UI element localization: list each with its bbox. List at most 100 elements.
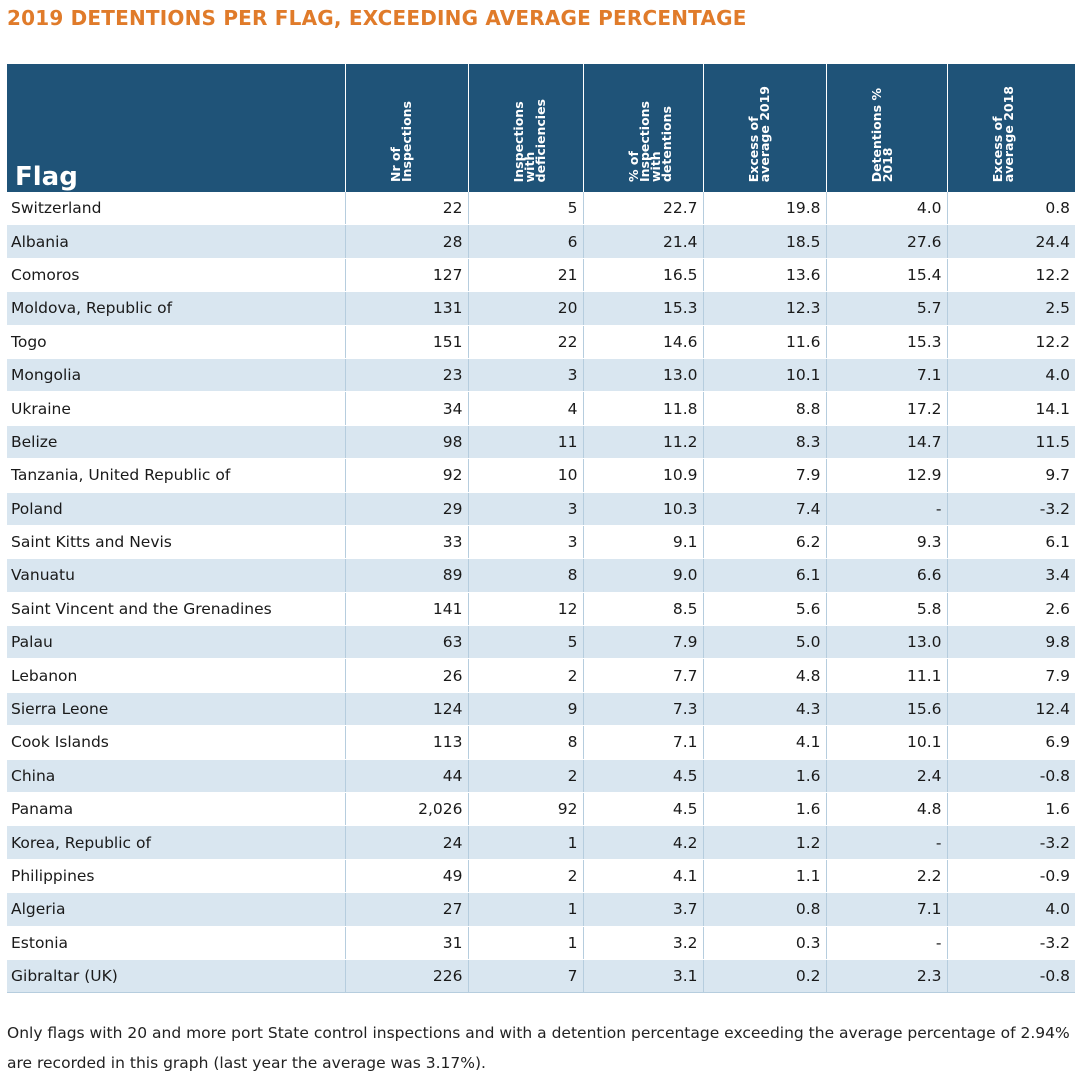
excess-2019-cell: 11.6 — [703, 325, 827, 359]
flag-cell: Vanuatu — [7, 558, 346, 593]
table-row: Comoros 127 21 16.5 13.6 15.4 12.2 — [7, 258, 1075, 293]
deficiencies-cell: 1 — [468, 825, 584, 860]
excess-2019-cell: 0.2 — [703, 959, 827, 994]
inspections-cell: 49 — [345, 859, 469, 894]
excess-2018-cell: 6.9 — [947, 725, 1075, 760]
excess-2019-cell: 1.1 — [703, 859, 827, 894]
deficiencies-cell: 8 — [468, 558, 584, 593]
excess-2018-cell: 6.1 — [947, 525, 1075, 560]
detention-percent-cell: 21.4 — [583, 224, 704, 259]
table-row: Estonia 31 1 3.2 0.3- -3.2 — [7, 926, 1075, 960]
detentions-2018-cell: 7.1 — [826, 358, 948, 393]
excess-2018-cell: 12.2 — [947, 325, 1075, 359]
excess-2018-cell: 24.4 — [947, 224, 1075, 259]
flag-cell: Comoros — [7, 258, 346, 293]
excess-2018-cell: 1.6 — [947, 792, 1075, 827]
deficiencies-cell: 10 — [468, 458, 584, 493]
detention-percent-cell: 3.1 — [583, 959, 704, 994]
flag-cell: Korea, Republic of — [7, 825, 346, 860]
detention-percent-cell: 8.5 — [583, 592, 704, 627]
footnote: Only flags with 20 and more port State c… — [7, 1024, 1070, 1072]
column-header-detentions-2018: Detentions % 2018 — [826, 64, 948, 192]
detentions-table: Flag Nr of Inspections Inspections with … — [7, 64, 1075, 994]
inspections-cell: 131 — [345, 291, 469, 326]
excess-2018-cell: -3.2 — [947, 492, 1075, 526]
excess-2019-cell: 8.3 — [703, 425, 827, 460]
detention-percent-cell: 3.2 — [583, 926, 704, 960]
excess-2018-cell: 12.2 — [947, 258, 1075, 293]
deficiencies-cell: 6 — [468, 224, 584, 259]
detention-percent-cell: 7.1 — [583, 725, 704, 760]
table-row: Cook Islands 113 8 7.1 4.1 10.1 6.9 — [7, 725, 1075, 760]
excess-2018-cell: -0.9 — [947, 859, 1075, 894]
detention-percent-cell: 7.7 — [583, 658, 704, 693]
table-row: Tanzania, United Republic of 92 10 10.9 7.9 1… — [7, 458, 1075, 493]
excess-2018-cell: 11.5 — [947, 425, 1075, 460]
detention-percent-cell: 22.7 — [583, 192, 704, 226]
flag-cell: Cook Islands — [7, 725, 346, 760]
deficiencies-cell: 5 — [468, 192, 584, 226]
table-row: Palau 63 5 7.9 5.0 13.0 9.8 — [7, 625, 1075, 660]
excess-2019-cell: 0.8 — [703, 892, 827, 927]
table-row: Sierra Leone 124 9 7.3 4.3 15.6 12.4 — [7, 692, 1075, 727]
table-row: Philippines 49 2 4.1 1.1 2.2 -0.9 — [7, 859, 1075, 894]
detentions-2018-cell: 15.3 — [826, 325, 948, 359]
deficiencies-cell: 7 — [468, 959, 584, 994]
deficiencies-cell: 2 — [468, 759, 584, 794]
detention-percent-cell: 9.0 — [583, 558, 704, 593]
detentions-2018-cell: - — [826, 492, 948, 526]
detention-percent-cell: 4.5 — [583, 792, 704, 827]
table-row: Albania 28 6 21.4 18.5 27.6 24.4 — [7, 224, 1075, 259]
excess-2019-cell: 12.3 — [703, 291, 827, 326]
inspections-cell: 2,026 — [345, 792, 469, 827]
excess-2019-cell: 19.8 — [703, 192, 827, 226]
excess-2019-cell: 1.6 — [703, 792, 827, 827]
table-row: Lebanon 26 2 7.7 4.8 11.1 7.9 — [7, 658, 1075, 693]
excess-2018-cell: -0.8 — [947, 759, 1075, 794]
excess-2018-cell: 4.0 — [947, 358, 1075, 393]
table-row: Togo 151 22 14.6 11.6 15.3 12.2 — [7, 325, 1075, 359]
inspections-cell: 28 — [345, 224, 469, 259]
detentions-2018-cell: 2.2 — [826, 859, 948, 894]
excess-2018-cell: 12.4 — [947, 692, 1075, 727]
flag-cell: Moldova, Republic of — [7, 291, 346, 326]
detention-percent-cell: 7.3 — [583, 692, 704, 727]
detentions-2018-cell: - — [826, 926, 948, 960]
excess-2019-cell: 6.2 — [703, 525, 827, 560]
table-row: Vanuatu 89 8 9.0 6.1 6.6 3.4 — [7, 558, 1075, 593]
detentions-2018-cell: 2.4 — [826, 759, 948, 794]
inspections-cell: 31 — [345, 926, 469, 960]
detentions-2018-cell: 10.1 — [826, 725, 948, 760]
table-row: Panama 2,026 92 4.5 1.6 4.8 1.6 — [7, 792, 1075, 827]
detention-percent-cell: 4.2 — [583, 825, 704, 860]
table-row: China 44 2 4.5 1.6 2.4 -0.8 — [7, 759, 1075, 794]
excess-2018-cell: 7.9 — [947, 658, 1075, 693]
deficiencies-cell: 2 — [468, 658, 584, 693]
page-title: 2019 DETENTIONS PER FLAG, EXCEEDING AVER… — [7, 6, 747, 30]
excess-2019-cell: 7.4 — [703, 492, 827, 526]
excess-2018-cell: 2.5 — [947, 291, 1075, 326]
detentions-2018-cell: 15.6 — [826, 692, 948, 727]
excess-2019-cell: 4.3 — [703, 692, 827, 727]
excess-2019-cell: 7.9 — [703, 458, 827, 493]
detentions-2018-cell: 2.3 — [826, 959, 948, 994]
flag-cell: Estonia — [7, 926, 346, 960]
excess-2019-cell: 5.0 — [703, 625, 827, 660]
detentions-2018-cell: - — [826, 825, 948, 860]
column-header-nr-inspections: Nr of Inspections — [345, 64, 469, 192]
detentions-2018-cell: 7.1 — [826, 892, 948, 927]
deficiencies-cell: 12 — [468, 592, 584, 627]
detention-percent-cell: 4.5 — [583, 759, 704, 794]
flag-cell: Gibraltar (UK) — [7, 959, 346, 994]
table-header-row: Flag Nr of Inspections Inspections with … — [7, 64, 1075, 192]
inspections-cell: 89 — [345, 558, 469, 593]
detentions-2018-cell: 15.4 — [826, 258, 948, 293]
excess-2019-cell: 10.1 — [703, 358, 827, 393]
excess-2019-cell: 4.8 — [703, 658, 827, 693]
table-row: Saint Vincent and the Grenadines 141 12 8.5… — [7, 592, 1075, 627]
flag-cell: Tanzania, United Republic of — [7, 458, 346, 493]
excess-2018-cell: -3.2 — [947, 926, 1075, 960]
excess-2019-cell: 18.5 — [703, 224, 827, 259]
flag-cell: Mongolia — [7, 358, 346, 393]
deficiencies-cell: 9 — [468, 692, 584, 727]
